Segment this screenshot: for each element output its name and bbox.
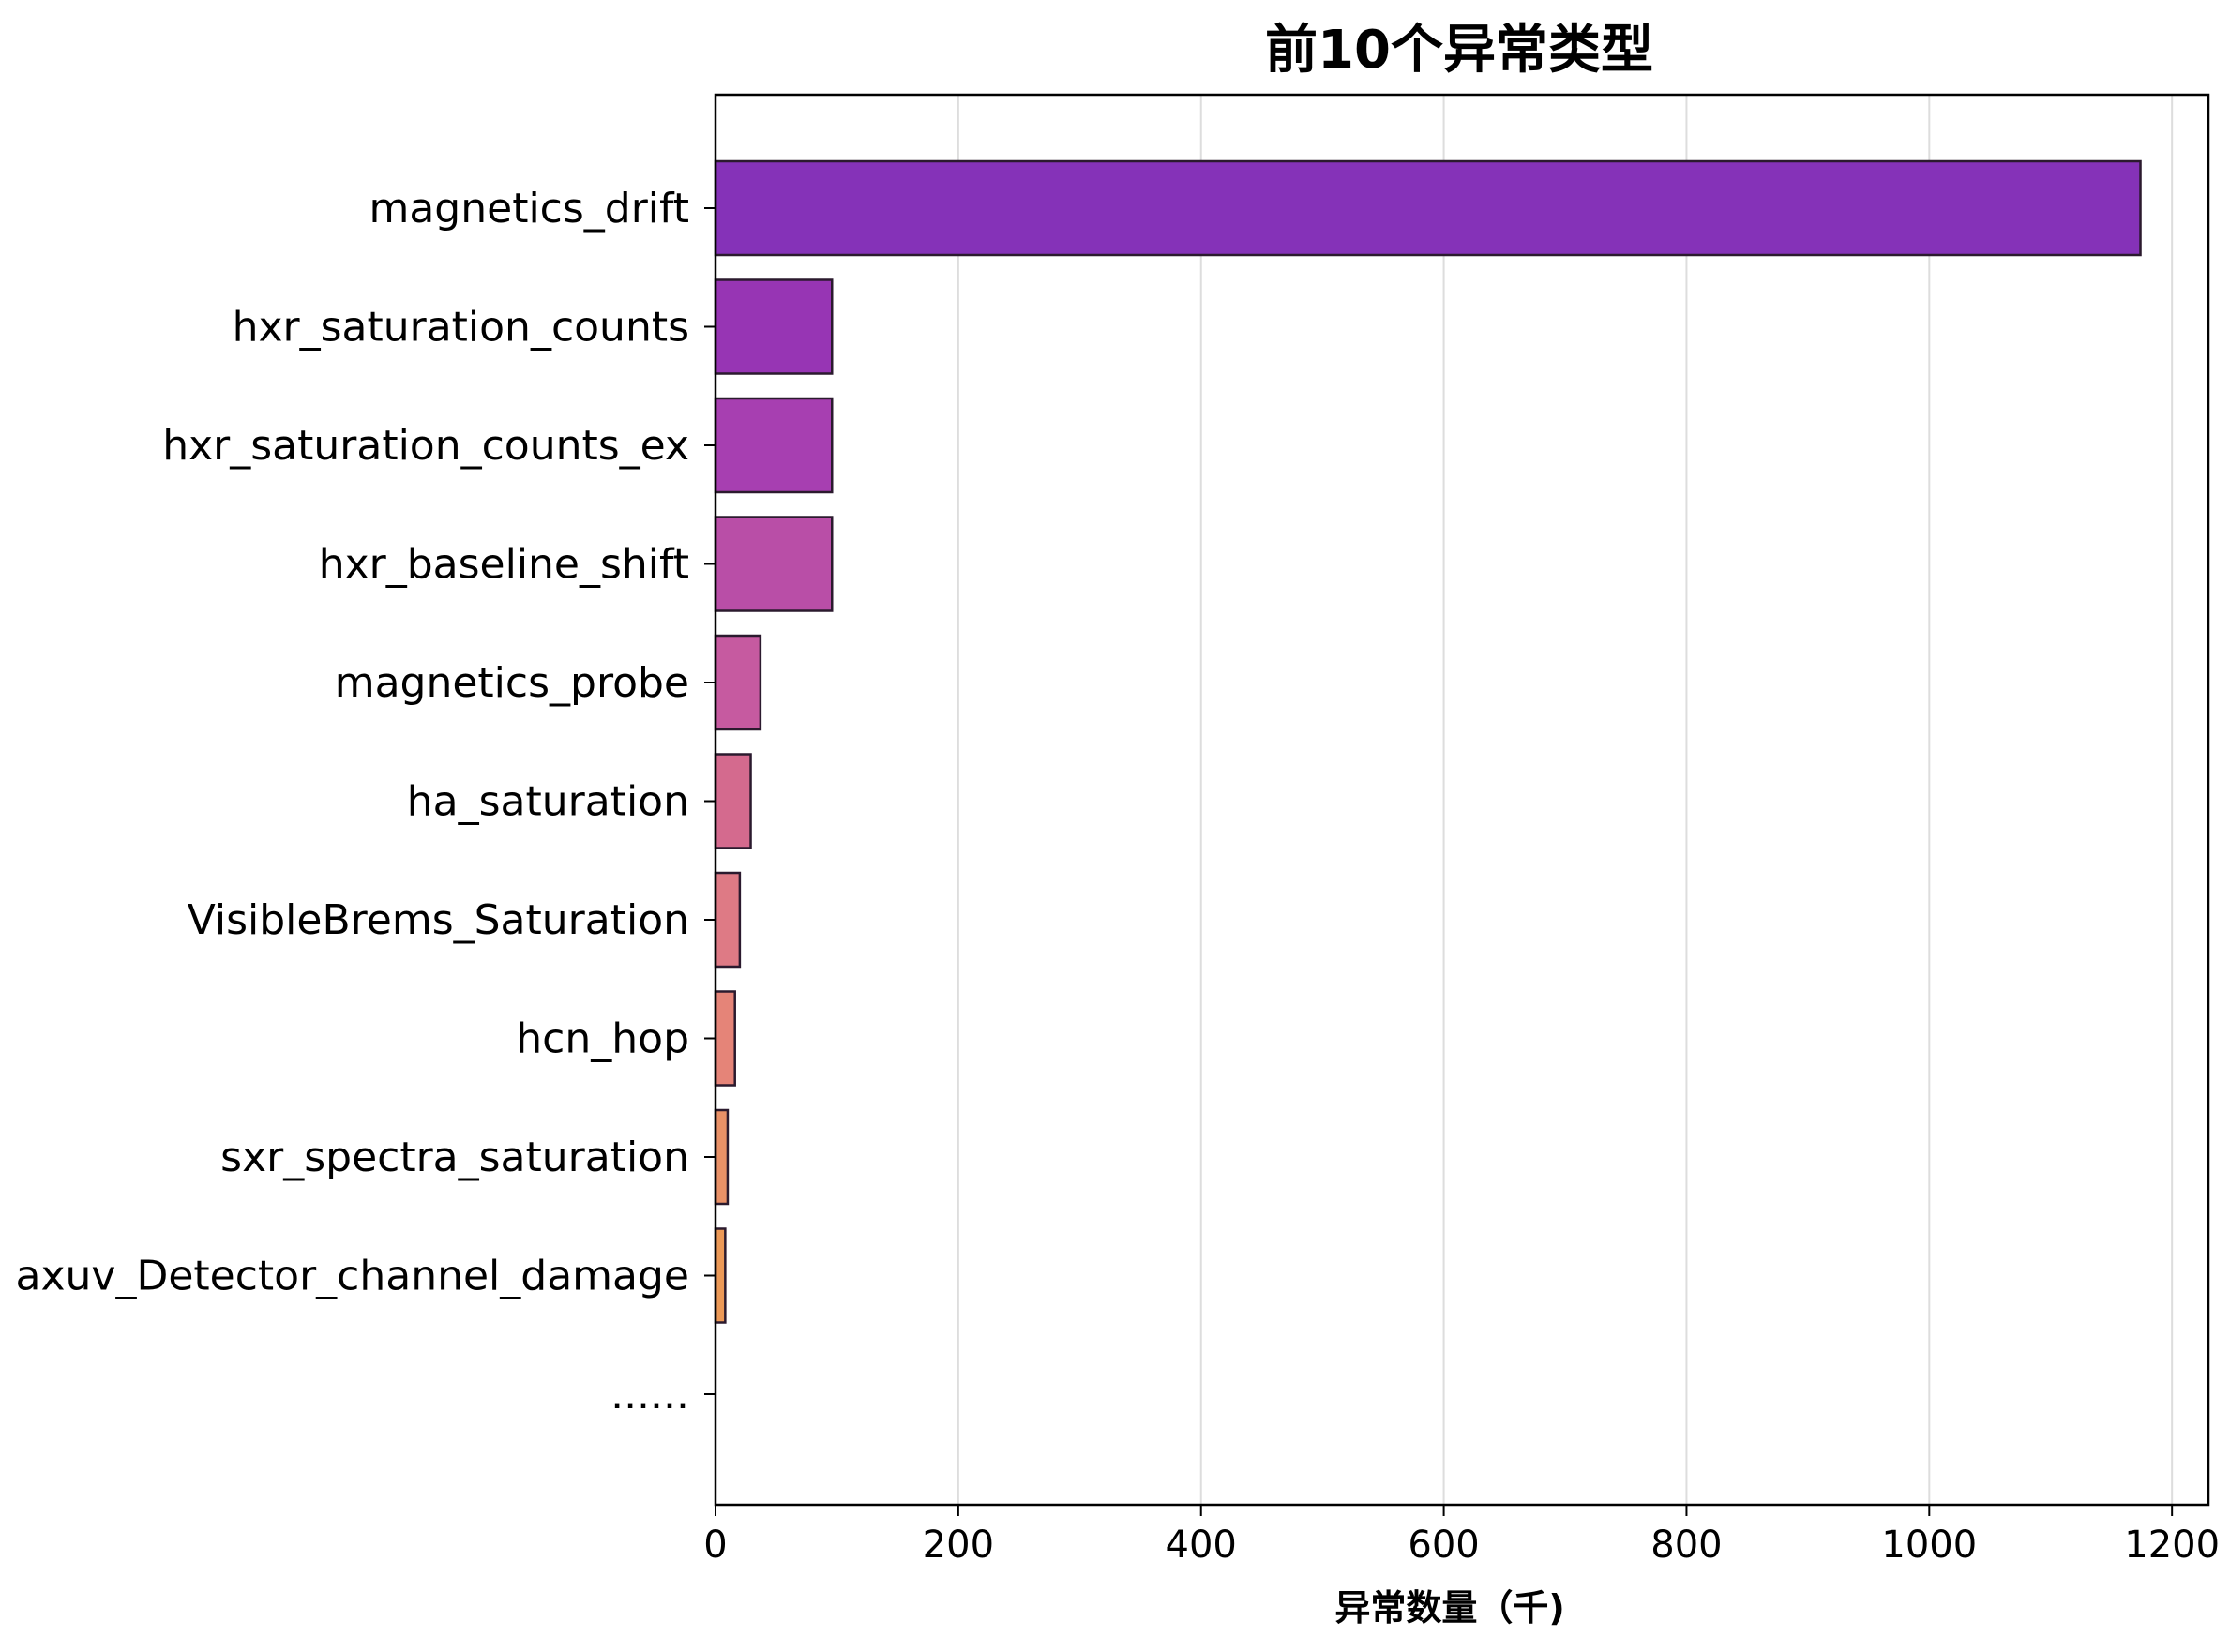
x-tick-label: 600 [1408,1524,1479,1567]
y-tick-label: sxr_spectra_saturation [220,1134,689,1181]
bar [714,1108,730,1206]
bar [714,871,742,969]
bar [714,397,834,494]
y-tick-label: hxr_saturation_counts_ex [162,422,689,470]
y-tick-label: hxr_saturation_counts [233,304,689,352]
grid-lines [715,95,2174,1505]
plot-frame [714,93,2210,1507]
bar [714,753,752,849]
bar [714,990,736,1087]
y-tick-label: hcn_hop [516,1015,689,1063]
bars [714,159,2142,1324]
x-tick-label: 400 [1166,1524,1237,1567]
chart-title: 前10个异常类型 [1265,20,1653,81]
x-tick-label: 0 [703,1524,727,1567]
x-tick-label: 800 [1650,1524,1722,1567]
bar [714,278,834,375]
y-tick-label: axuv_Detector_channel_damage [16,1253,689,1300]
y-tick-label: magnetics_drift [369,185,689,233]
x-axis-label: 异常数量（千) [1334,1587,1564,1629]
x-tick-label: 1200 [2124,1524,2220,1567]
y-tick-label: hxr_baseline_shift [319,541,689,589]
bar [714,516,834,612]
bar [714,634,762,731]
bar [714,159,2142,257]
x-tick-label: 200 [923,1524,994,1567]
y-axis-ticks: magnetics_drift hxr_saturation_counts hxr_… [16,185,716,1419]
y-tick-label: VisibleBrems_Saturation [188,896,689,944]
bar [714,1227,727,1324]
y-tick-label: ...... [610,1371,689,1419]
x-tick-label: 1000 [1881,1524,1977,1567]
x-axis-ticks: 0 200 400 600 800 1000 1200 [703,1505,2220,1567]
y-tick-label: ha_saturation [407,778,689,826]
y-tick-label: magnetics_probe [335,659,689,707]
